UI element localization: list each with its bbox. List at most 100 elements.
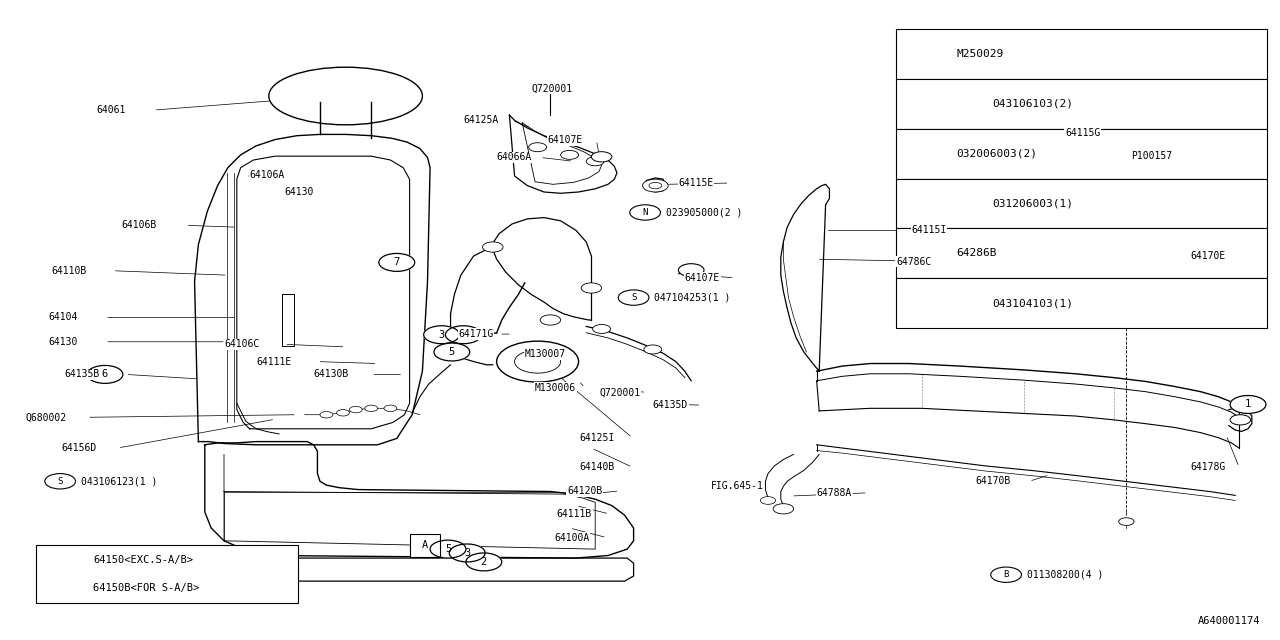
Bar	[896, 29, 1267, 79]
Text: 5: 5	[445, 544, 451, 554]
Text: 64130B: 64130B	[314, 369, 349, 380]
Text: 64135D: 64135D	[653, 400, 689, 410]
Text: 5: 5	[449, 347, 454, 357]
Text: A: A	[422, 540, 428, 550]
Circle shape	[424, 326, 460, 344]
Text: P100157: P100157	[1132, 151, 1172, 161]
Ellipse shape	[269, 67, 422, 125]
Circle shape	[320, 412, 333, 418]
Text: 64111B: 64111B	[557, 509, 593, 519]
Circle shape	[643, 179, 668, 192]
Circle shape	[1230, 396, 1266, 413]
Text: 2: 2	[481, 557, 486, 567]
Text: 7: 7	[55, 568, 63, 580]
Text: 1: 1	[1245, 399, 1251, 410]
Circle shape	[581, 283, 602, 293]
Text: 6: 6	[916, 297, 924, 310]
Text: 64115G: 64115G	[1065, 128, 1101, 138]
Circle shape	[593, 324, 611, 333]
Bar	[896, 179, 1267, 228]
Circle shape	[899, 193, 942, 214]
Circle shape	[678, 264, 704, 276]
Text: W: W	[966, 198, 972, 209]
Circle shape	[337, 410, 349, 416]
Circle shape	[952, 295, 986, 312]
Text: 3: 3	[916, 147, 924, 160]
Text: 64171G: 64171G	[458, 329, 494, 339]
Text: 64120B: 64120B	[567, 486, 603, 496]
Circle shape	[591, 152, 612, 162]
Text: 64066A: 64066A	[497, 152, 532, 163]
Text: 64170E: 64170E	[1190, 251, 1226, 261]
Text: 64150B<FOR S-A/B>: 64150B<FOR S-A/B>	[93, 584, 200, 593]
Bar	[36, 545, 298, 603]
Text: 1: 1	[916, 47, 924, 60]
Circle shape	[45, 474, 76, 489]
Text: S: S	[631, 293, 636, 302]
Text: 023905000(2 ): 023905000(2 )	[666, 207, 742, 218]
Circle shape	[952, 195, 986, 212]
Text: 64115E: 64115E	[678, 178, 714, 188]
Text: 64110B: 64110B	[51, 266, 87, 276]
Circle shape	[515, 350, 561, 373]
Circle shape	[586, 157, 604, 166]
Circle shape	[991, 567, 1021, 582]
Text: 64115I: 64115I	[911, 225, 947, 236]
Circle shape	[529, 143, 547, 152]
Circle shape	[1028, 259, 1064, 276]
Text: A640001174: A640001174	[1198, 616, 1261, 626]
Bar	[896, 228, 1267, 278]
Circle shape	[1073, 269, 1108, 287]
Text: 64125I: 64125I	[580, 433, 616, 443]
Circle shape	[899, 43, 942, 65]
Text: 64130: 64130	[284, 187, 314, 197]
Text: M130006: M130006	[535, 383, 576, 393]
Text: 2: 2	[461, 330, 466, 340]
Circle shape	[1082, 153, 1105, 164]
Text: 64125A: 64125A	[463, 115, 499, 125]
Text: 047104253(1 ): 047104253(1 )	[654, 292, 731, 303]
Text: M130007: M130007	[525, 349, 566, 359]
Circle shape	[540, 315, 561, 325]
Text: 011308200(4 ): 011308200(4 )	[1027, 570, 1103, 580]
Text: 64178G: 64178G	[1190, 462, 1226, 472]
Circle shape	[384, 405, 397, 412]
Text: 64786C: 64786C	[896, 257, 932, 267]
Circle shape	[349, 406, 362, 413]
Text: S: S	[966, 298, 972, 308]
Text: 64100A: 64100A	[554, 532, 590, 543]
Circle shape	[952, 95, 986, 112]
Text: 043106123(1 ): 043106123(1 )	[81, 476, 157, 486]
Text: 043104103(1): 043104103(1)	[992, 298, 1073, 308]
Bar	[410, 534, 440, 557]
Circle shape	[899, 93, 942, 115]
Circle shape	[1119, 518, 1134, 525]
Text: 5: 5	[916, 247, 924, 260]
Text: 7: 7	[394, 257, 399, 268]
Text: N: N	[643, 208, 648, 217]
Text: S: S	[58, 477, 63, 486]
Circle shape	[899, 292, 942, 314]
Text: 64106B: 64106B	[122, 220, 157, 230]
Text: M250029: M250029	[956, 49, 1004, 59]
Text: 6: 6	[102, 369, 108, 380]
Text: 2: 2	[916, 97, 924, 110]
Text: 64111E: 64111E	[256, 356, 292, 367]
Text: Q680002: Q680002	[26, 412, 67, 422]
Text: 1: 1	[1043, 262, 1048, 273]
Text: S: S	[966, 99, 972, 109]
Text: 64150<EXC.S-A/B>: 64150<EXC.S-A/B>	[93, 555, 193, 564]
Circle shape	[430, 540, 466, 558]
Circle shape	[483, 242, 503, 252]
Circle shape	[445, 326, 481, 344]
Circle shape	[649, 182, 662, 189]
Circle shape	[760, 497, 776, 504]
Circle shape	[1230, 415, 1251, 425]
Text: 3: 3	[439, 330, 444, 340]
Circle shape	[449, 544, 485, 562]
Circle shape	[644, 345, 662, 354]
Text: 64140B: 64140B	[580, 462, 616, 472]
Text: 1: 1	[1088, 273, 1093, 283]
Bar	[896, 278, 1267, 328]
Text: 3: 3	[465, 548, 470, 558]
